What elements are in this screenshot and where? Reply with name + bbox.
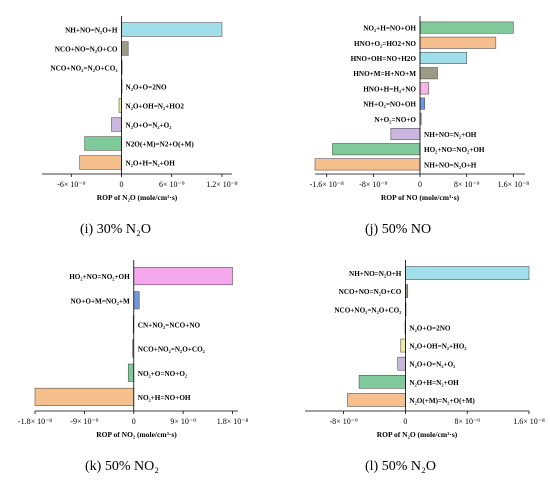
panel-j: NO₂+H=NO+OH HNO+O₂=HO2+NO HNO+OH=NO+H2O HNO… [275, 0, 550, 244]
bar-label: NH+NO=N₂O+H [65, 27, 118, 35]
bar-hno-oh-no-h2o [419, 51, 467, 64]
chart-k: HO₂+NO=NO₂+OH NO+O+M=NO₂+M CN+NO₂=NCO+NO NC… [18, 260, 249, 439]
bar-n-o-h-n-oh [358, 374, 406, 389]
bar-nh-o-no-oh [419, 97, 425, 110]
bar-label: NCO+NO=N₂O+CO [339, 288, 402, 296]
bar-label: HO₂+NO=NO₂+OH [69, 273, 130, 281]
x-tick-label: 8× 10⁻⁹ [454, 417, 480, 426]
bar-label: N₂O+O=N₂+O₂ [409, 361, 455, 369]
x-tick-label: 1.6× 10⁻⁸ [513, 417, 545, 426]
bar-label: NCO+NO₂=N₂O+CO₂ [138, 346, 205, 354]
x-tick-label: -1.6× 10⁻⁸ [310, 180, 344, 189]
bar-n2o-m-n2-o-m [84, 136, 122, 151]
x-tick-label: -1.8× 10⁻⁸ [18, 417, 52, 426]
caption-i: (i) 30% N₂O [80, 222, 151, 237]
bar-hno-o-ho2-no [419, 36, 497, 49]
bar-nco-no-n-o-co [121, 41, 129, 56]
bar-no-h-no-oh [419, 21, 514, 34]
bar-label: N₂O+O=2NO [409, 324, 451, 332]
bar-hno-m-h-no-m [419, 67, 438, 80]
bar-label: N₂O+O=N₂+O₂ [126, 122, 172, 130]
x-axis-label: ROP of N₂O (mole/cm³·s) [97, 193, 178, 202]
x-tick-label: 8× 10⁻⁹ [454, 180, 480, 189]
caption-l: (l) 50% N₂O [365, 459, 436, 474]
chart-l: NH+NO=N₂O+H NCO+NO=N₂O+CO NCO+NO₂=N₂O+CO₂ N… [305, 260, 545, 439]
bar-nh-no-n-o-h [121, 22, 223, 37]
panel-l: NH+NO=N₂O+H NCO+NO=N₂O+CO NCO+NO₂=N₂O+CO₂ N… [275, 244, 550, 488]
bar-label: NCO+NO₂=N₂O+CO₂ [50, 65, 117, 73]
x-tick-label: 9× 10⁻⁹ [170, 417, 196, 426]
bar-ho-no-no-oh [133, 267, 233, 286]
panel-i: NH+NO=N₂O+H NCO+NO=N₂O+CO NCO+NO₂=N₂O+CO₂ N… [0, 0, 275, 244]
x-tick-label: -8× 10⁻⁹ [330, 417, 358, 426]
chart-j: NO₂+H=NO+OH HNO+O₂=HO2+NO HNO+OH=NO+H2O HNO… [310, 16, 530, 202]
x-tick-label: -6× 10⁻⁹ [57, 180, 85, 189]
bar-label: N₂O+OH=N₂+HO₂ [409, 343, 466, 351]
bar-no-o-no-o [127, 363, 135, 382]
bar-label: HNO+H=H₂+NO [363, 85, 416, 93]
bar-nh-no-n-o-h [405, 266, 530, 280]
x-tick-label: 6× 10⁻⁹ [159, 180, 185, 189]
bar-label: N₂O+O=2NO [126, 84, 168, 92]
x-axis-label: ROP of NO (mole/cm³·s) [381, 193, 460, 202]
bar-no-o-m-no-m [133, 291, 140, 310]
x-axis-label: ROP of N₂O (mole/cm³·s) [377, 430, 458, 439]
bar-label: CN+NO₂=NCO+NO [138, 321, 201, 329]
bar-no-h-no-oh [34, 387, 135, 406]
bar-label: N₂O+OH=N₂+HO2 [126, 103, 185, 111]
bar-label: NO₂+H=NO+OH [363, 25, 416, 33]
bar-label: N₂O(+M)=N₂+O(+M) [409, 397, 475, 405]
bar-n-o-o-n-o [111, 117, 122, 132]
bar-label: HNO+M=H+NO+M [353, 70, 416, 78]
bar-n-o-o-n-o [397, 356, 406, 371]
bar-ho-no-no-oh [332, 143, 421, 156]
bar-label: NO₂+O=NO+O₂ [138, 370, 187, 378]
bar-label: NH+NO=N₂+OH [424, 131, 477, 139]
bar-label: NH+O₂=NO+OH [363, 101, 416, 109]
bar-label: N₂O+H=N₂+OH [126, 160, 176, 168]
bar-hno-h-h-no [419, 82, 430, 95]
x-tick-label: -8× 10⁻⁹ [359, 180, 387, 189]
bar-label: HO₂+NO=NO₂+OH [424, 146, 485, 154]
bar-label: NH+NO=N₂O+H [424, 161, 477, 169]
bar-label: N+O₂=NO+O [374, 116, 416, 124]
x-tick-label: 0 [403, 417, 407, 426]
bar-label: NO+O+M=NO₂+M [70, 297, 129, 305]
x-tick-label: 1.6× 10⁻⁸ [498, 180, 530, 189]
bar-nh-no-n-oh [390, 128, 421, 141]
x-tick-label: 0 [120, 180, 124, 189]
bar-label: NCO+NO₂=N₂O+CO₂ [334, 306, 401, 314]
caption-j: (j) 50% NO [365, 222, 432, 237]
bar-nh-no-n-o-h [314, 158, 421, 171]
bar-label: NH+NO=N₂O+H [349, 270, 402, 278]
x-axis-label: ROP of NO₂ (mole/cm³·s) [96, 430, 177, 439]
bar-n-o-oh-n-ho [400, 338, 406, 353]
x-tick-label: 0 [132, 417, 136, 426]
panel-k: HO₂+NO=NO₂+OH NO+O+M=NO₂+M CN+NO₂=NCO+NO NC… [0, 244, 275, 488]
x-tick-label: 0 [418, 180, 422, 189]
x-tick-label: 1.2× 10⁻⁸ [206, 180, 238, 189]
x-tick-label: -9× 10⁻⁹ [70, 417, 98, 426]
bar-label: N₂O+H=N₂+OH [409, 379, 459, 387]
bar-label: HNO+OH=NO+H2O [351, 55, 417, 63]
bar-label: N2O(+M)=N2+O(+M) [126, 141, 195, 149]
caption-k: (k) 50% NO₂ [85, 459, 160, 474]
chart-i: NH+NO=N₂O+H NCO+NO=N₂O+CO NCO+NO₂=N₂O+CO₂ N… [42, 16, 238, 202]
bar-label: HNO+O₂=HO2+NO [354, 40, 416, 48]
bar-n-o-h-n-oh [79, 155, 122, 170]
x-tick-label: 1.8× 10⁻⁸ [217, 417, 249, 426]
bar-n-o-m-n-o-m [347, 393, 406, 407]
bar-label: NO₂+H=NO+OH [138, 394, 191, 402]
bar-label: NCO+NO=N₂O+CO [55, 46, 118, 54]
